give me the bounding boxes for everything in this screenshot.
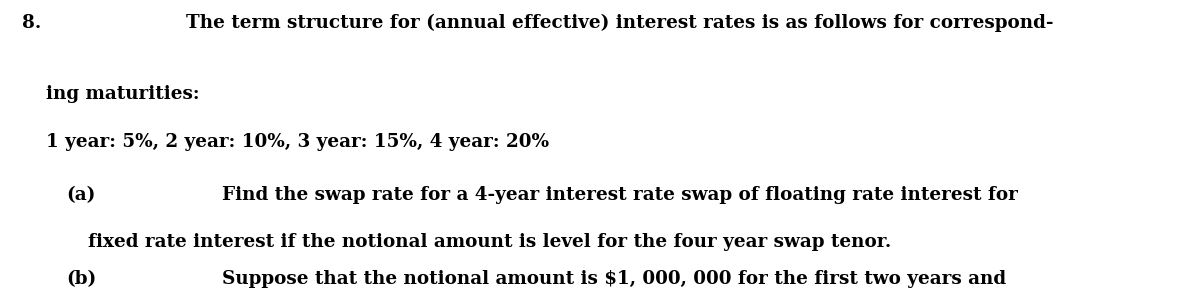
Text: (b): (b)	[66, 270, 96, 288]
Text: Find the swap rate for a 4-year interest rate swap of floating rate interest for: Find the swap rate for a 4-year interest…	[222, 186, 1018, 204]
Text: (a): (a)	[66, 186, 95, 204]
Text: The term structure for (annual effective) interest rates is as follows for corre: The term structure for (annual effective…	[186, 14, 1054, 32]
Text: Suppose that the notional amount is $1, 000, 000 for the first two years and: Suppose that the notional amount is $1, …	[222, 270, 1006, 288]
Text: fixed rate interest if the notional amount is level for the four year swap tenor: fixed rate interest if the notional amou…	[88, 233, 890, 251]
Text: 8.: 8.	[22, 14, 41, 32]
Text: 1 year: 5%, 2 year: 10%, 3 year: 15%, 4 year: 20%: 1 year: 5%, 2 year: 10%, 3 year: 15%, 4 …	[46, 133, 548, 151]
Text: ing maturities:: ing maturities:	[46, 85, 199, 103]
